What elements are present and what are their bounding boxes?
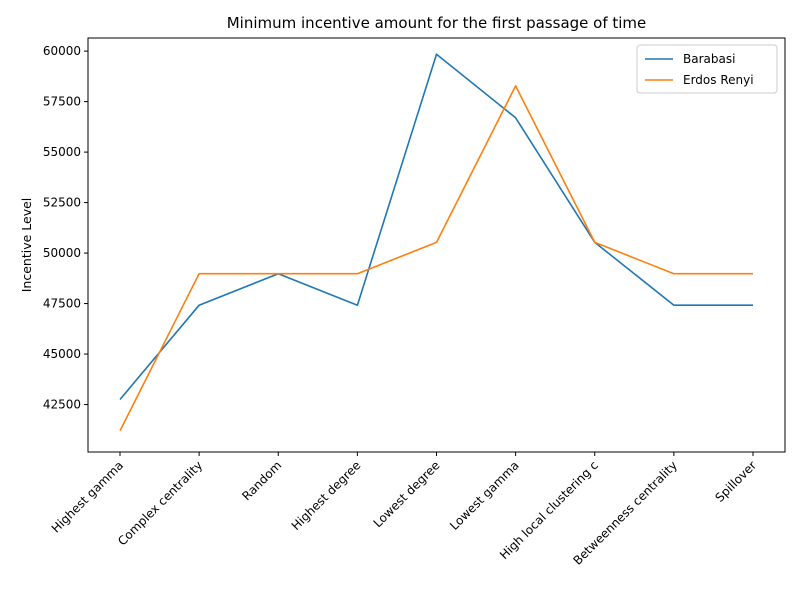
x-tick-label: Highest degree xyxy=(289,458,364,533)
legend-label-1: Erdos Renyi xyxy=(683,73,754,87)
x-tick-label: Lowest gamma xyxy=(447,458,522,533)
series-line-1 xyxy=(119,85,753,432)
y-tick-label: 50000 xyxy=(43,246,81,260)
y-axis-label: Incentive Level xyxy=(19,198,34,293)
y-axis: 42500 45000 47500 50000 52500 55000 57500 60000 xyxy=(43,44,88,412)
x-tick-label: Complex centrality xyxy=(115,458,205,548)
y-tick-label: 42500 xyxy=(43,398,81,412)
series-line-0 xyxy=(119,53,753,401)
legend-box xyxy=(636,44,778,94)
y-tick-label: 52500 xyxy=(43,196,81,210)
legend: Barabasi Erdos Renyi xyxy=(636,44,778,94)
y-tick-label: 55000 xyxy=(43,145,81,159)
y-tick-label: 60000 xyxy=(43,44,81,58)
chart-title: Minimum incentive amount for the first p… xyxy=(227,14,647,32)
legend-label-0: Barabasi xyxy=(683,52,735,66)
x-tick-label: Spillover xyxy=(712,458,759,505)
plot-series xyxy=(119,53,753,432)
x-tick-label: Highest gamma xyxy=(49,458,126,535)
x-tick-label: Random xyxy=(239,458,284,503)
x-tick-label: Lowest degree xyxy=(371,458,443,530)
y-tick-label: 45000 xyxy=(43,347,81,361)
y-tick-label: 47500 xyxy=(43,297,81,311)
y-tick-label: 57500 xyxy=(43,95,81,109)
plot-frame xyxy=(87,37,786,453)
